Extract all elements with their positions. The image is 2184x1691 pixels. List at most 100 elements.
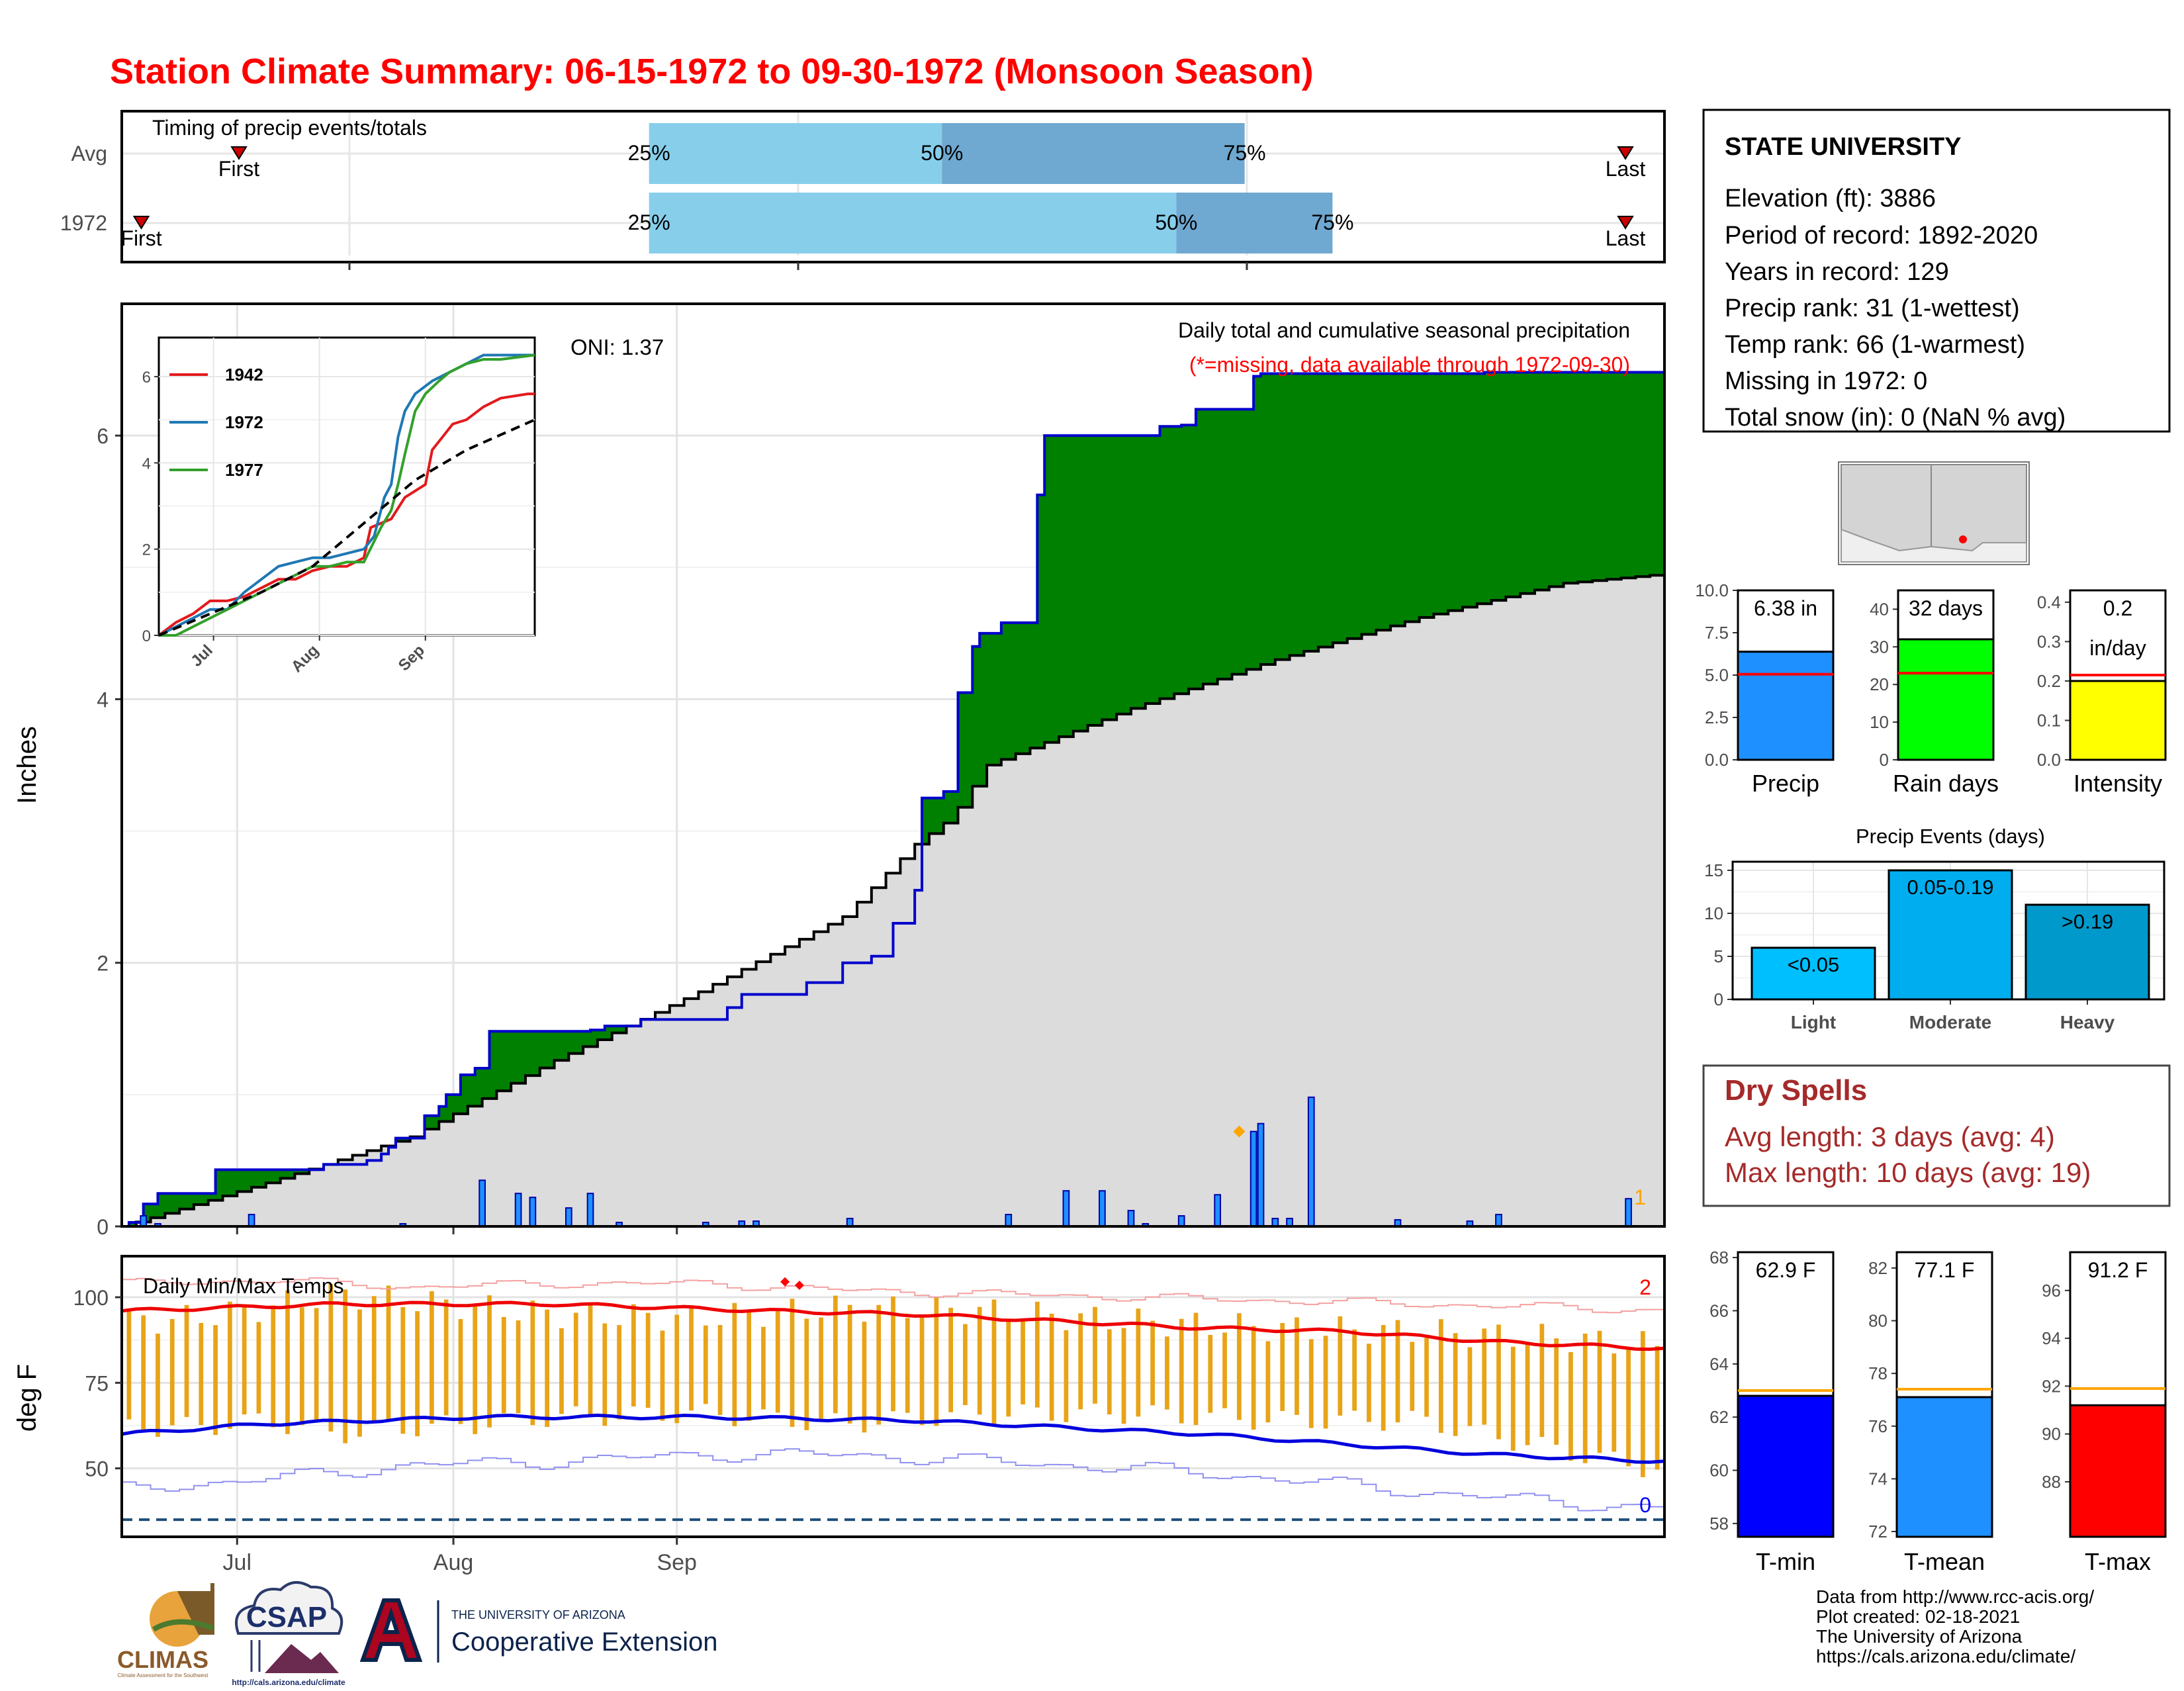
- events-x-label: Moderate: [1909, 1012, 1991, 1032]
- temp-series: [121, 1277, 1665, 1522]
- timing-panel-border: [120, 110, 1666, 263]
- csap-url: http://cals.arizona.edu/climate: [232, 1678, 345, 1687]
- daily-precip-bar: [529, 1197, 537, 1228]
- average-min-line: [121, 1413, 1665, 1464]
- temp-stat-bar-1-y-tick-label: 76: [1868, 1416, 1888, 1436]
- stat-bar-0-y-tick-label: 0.0: [1705, 750, 1729, 770]
- daily-temp-range-bar: [256, 1322, 261, 1414]
- station-name: STATE UNIVERSITY: [1725, 133, 1962, 161]
- daily-temp-range-bar: [804, 1318, 809, 1430]
- temp-stat-value-label: 91.2 F: [2088, 1258, 2148, 1282]
- daily-temp-range-bar: [645, 1312, 651, 1408]
- station-line: Period of record: 1892-2020: [1725, 222, 2038, 250]
- temp-stat-bar-0-y-tick-label: 68: [1709, 1248, 1729, 1267]
- daily-temp-range-bar: [357, 1309, 362, 1437]
- daily-temp-range-bar: [934, 1297, 939, 1426]
- record-high-marker-icon: [794, 1280, 804, 1290]
- y-tick-label: 0: [97, 1215, 109, 1239]
- record-low-line: [122, 1448, 1665, 1512]
- daily-temp-range-bar: [833, 1295, 838, 1414]
- daily-temp-range-bar: [1193, 1312, 1199, 1426]
- daily-precip-bar: [478, 1179, 486, 1228]
- temp-stat-value-label: 62.9 F: [1756, 1258, 1816, 1282]
- inset-legend-label: 1972: [225, 412, 263, 432]
- daily-temp-range-bar: [1510, 1346, 1516, 1451]
- daily-precip-bar: [1099, 1190, 1106, 1228]
- daily-temp-range-bar: [1064, 1330, 1069, 1422]
- daily-temp-range-bar: [1107, 1329, 1112, 1415]
- daily-temp-range-bar: [1381, 1325, 1386, 1431]
- temp-stat-bar-0-y-tick-label: 58: [1709, 1514, 1729, 1533]
- daily-temp-range-bar: [1453, 1333, 1458, 1436]
- temp-stat-bar-1-y-tick-label: 82: [1868, 1258, 1888, 1278]
- daily-temp-range-bar: [1323, 1336, 1328, 1429]
- daily-temp-range-bar: [1410, 1342, 1415, 1411]
- seasonal-temp-bars: 58 60 62 64 66 68 62.9 F T-min 72 74 76 78 80 82 77.1 …: [1709, 1248, 2167, 1575]
- daily-precip-bar: [565, 1207, 572, 1227]
- last-marker-icon: [1617, 146, 1634, 160]
- stat-bar-0-y-tick-label: 2.5: [1705, 708, 1729, 727]
- cumulative-precip-line: [122, 371, 1666, 1228]
- daily-temp-range-bar: [1034, 1301, 1040, 1408]
- y-tick-label: 2: [97, 952, 109, 976]
- daily-temp-range-bar: [1179, 1318, 1184, 1424]
- daily-temp-range-bar: [1150, 1320, 1156, 1406]
- stat-bar-category-label: Rain days: [1893, 770, 1999, 797]
- timing-panel-title: Timing of precip events/totals: [152, 116, 427, 140]
- daily-temp-range-bar: [299, 1307, 304, 1426]
- daily-temp-range-bar: [1236, 1313, 1242, 1420]
- daily-precip-bar: [1307, 1096, 1315, 1227]
- inset-lines: 0 2 4 6 Jul Aug Sep 1942 1972 1977: [142, 338, 535, 676]
- station-line: Temp rank: 66 (1-warmest): [1725, 331, 2025, 359]
- daily-temp-range-bar: [1582, 1333, 1588, 1463]
- daily-temp-range-bar: [228, 1301, 232, 1429]
- daily-temp-range-bar: [761, 1326, 766, 1410]
- daily-temp-range-bar: [1280, 1323, 1285, 1411]
- temp-stat-bar-2-y-tick-label: 94: [2042, 1328, 2061, 1348]
- main-panel-border: [120, 302, 1666, 1228]
- daily-temp-range-bar: [458, 1319, 463, 1424]
- temp-stat-category-label: T-max: [2085, 1548, 2151, 1575]
- daily-temp-range-bar: [674, 1314, 680, 1424]
- daily-precip-bar: [1250, 1130, 1257, 1228]
- timing-bar-50-75: [1176, 193, 1333, 253]
- daily-precip-bar: [248, 1214, 255, 1228]
- daily-temp-range-bar: [1093, 1306, 1097, 1404]
- daily-temp-range-bar: [400, 1306, 406, 1434]
- events-title: Precip Events (days): [1856, 825, 2045, 848]
- daily-temp-range-bar: [1352, 1329, 1357, 1411]
- daily-temp-range-bar: [1165, 1336, 1169, 1410]
- y-tick-label: 4: [97, 688, 109, 711]
- temp-x-tick-label: Jul: [223, 1550, 251, 1575]
- daily-temp-range-bar: [1626, 1348, 1631, 1467]
- daily-temp-range-bar: [862, 1322, 867, 1433]
- daily-temp-range-bar: [631, 1304, 636, 1407]
- csap-wordmark: CSAP: [246, 1601, 327, 1633]
- csap-mountain-icon: [265, 1644, 339, 1673]
- record-high-line: [122, 1277, 1665, 1314]
- temp-stat-bar-0-y-tick-label: 60: [1709, 1461, 1729, 1481]
- inset-x-tick-label: Jul: [187, 641, 216, 670]
- temp-ylabel: deg F: [13, 1364, 42, 1432]
- daily-temp-range-bar: [775, 1309, 780, 1413]
- first-label: First: [120, 226, 161, 250]
- dry-spells-title: Dry Spells: [1725, 1074, 1867, 1107]
- timing-percentile-label: 75%: [1311, 210, 1353, 234]
- daily-temp-range-bar: [386, 1285, 391, 1422]
- climas-subtitle: Climate Assessment for the Southwest: [118, 1672, 209, 1678]
- daily-precip-bar: [1495, 1214, 1502, 1228]
- daily-temp-range-bar: [271, 1305, 276, 1428]
- daily-temp-range-bar: [1655, 1346, 1660, 1470]
- inset-x-tick-label: Aug: [288, 641, 322, 676]
- stat-bar-value-label: 0.2: [2103, 596, 2132, 620]
- station-line: Total snow (in): 0 (NaN % avg): [1725, 404, 2066, 432]
- stat-bar-category-label: Precip: [1752, 770, 1819, 797]
- temp-stat-bar-1-y-tick-label: 72: [1868, 1522, 1888, 1541]
- daily-temp-range-bar: [1424, 1338, 1429, 1417]
- daily-temp-range-bar: [790, 1299, 795, 1427]
- daily-precip-bar: [1062, 1190, 1070, 1228]
- timing-panel: 25% 50% 75% First Last 25% 50% 75% First Last Tim…: [60, 110, 1666, 270]
- temp-stat-bar-0-y-tick-label: 64: [1709, 1354, 1729, 1374]
